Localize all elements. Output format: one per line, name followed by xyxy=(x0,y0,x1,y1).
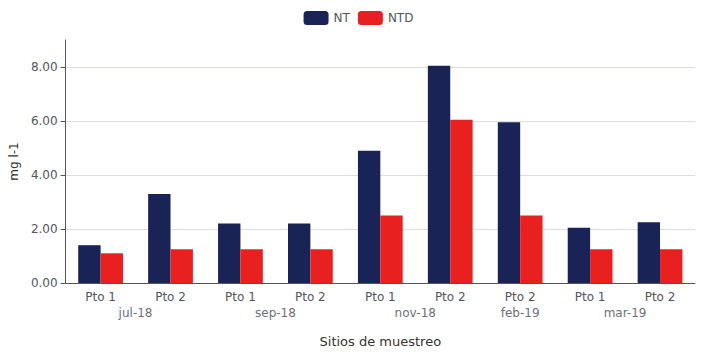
svg-text:NTD: NTD xyxy=(388,11,414,25)
svg-text:Pto 1: Pto 1 xyxy=(225,290,256,304)
svg-text:Pto 2: Pto 2 xyxy=(645,290,676,304)
svg-text:Sitios de muestreo: Sitios de muestreo xyxy=(320,334,442,349)
svg-text:Pto 2: Pto 2 xyxy=(435,290,466,304)
svg-text:2.00: 2.00 xyxy=(31,222,58,236)
svg-text:0.00: 0.00 xyxy=(31,276,58,290)
svg-text:sep-18: sep-18 xyxy=(255,306,296,320)
svg-text:6.00: 6.00 xyxy=(31,114,58,128)
svg-text:8.00: 8.00 xyxy=(31,60,58,74)
svg-text:mg l-1: mg l-1 xyxy=(7,142,21,180)
svg-text:nov-18: nov-18 xyxy=(395,306,436,320)
svg-text:mar-19: mar-19 xyxy=(604,306,647,320)
svg-text:jul-18: jul-18 xyxy=(118,306,153,320)
svg-text:NT: NT xyxy=(334,11,351,25)
svg-text:Pto 2: Pto 2 xyxy=(295,290,326,304)
svg-text:Pto 2: Pto 2 xyxy=(155,290,186,304)
svg-text:Pto 1: Pto 1 xyxy=(85,290,116,304)
svg-text:feb-19: feb-19 xyxy=(501,306,540,320)
svg-text:Pto 1: Pto 1 xyxy=(575,290,606,304)
svg-text:4.00: 4.00 xyxy=(31,168,58,182)
svg-text:Pto 2: Pto 2 xyxy=(505,290,536,304)
svg-text:Pto 1: Pto 1 xyxy=(365,290,396,304)
